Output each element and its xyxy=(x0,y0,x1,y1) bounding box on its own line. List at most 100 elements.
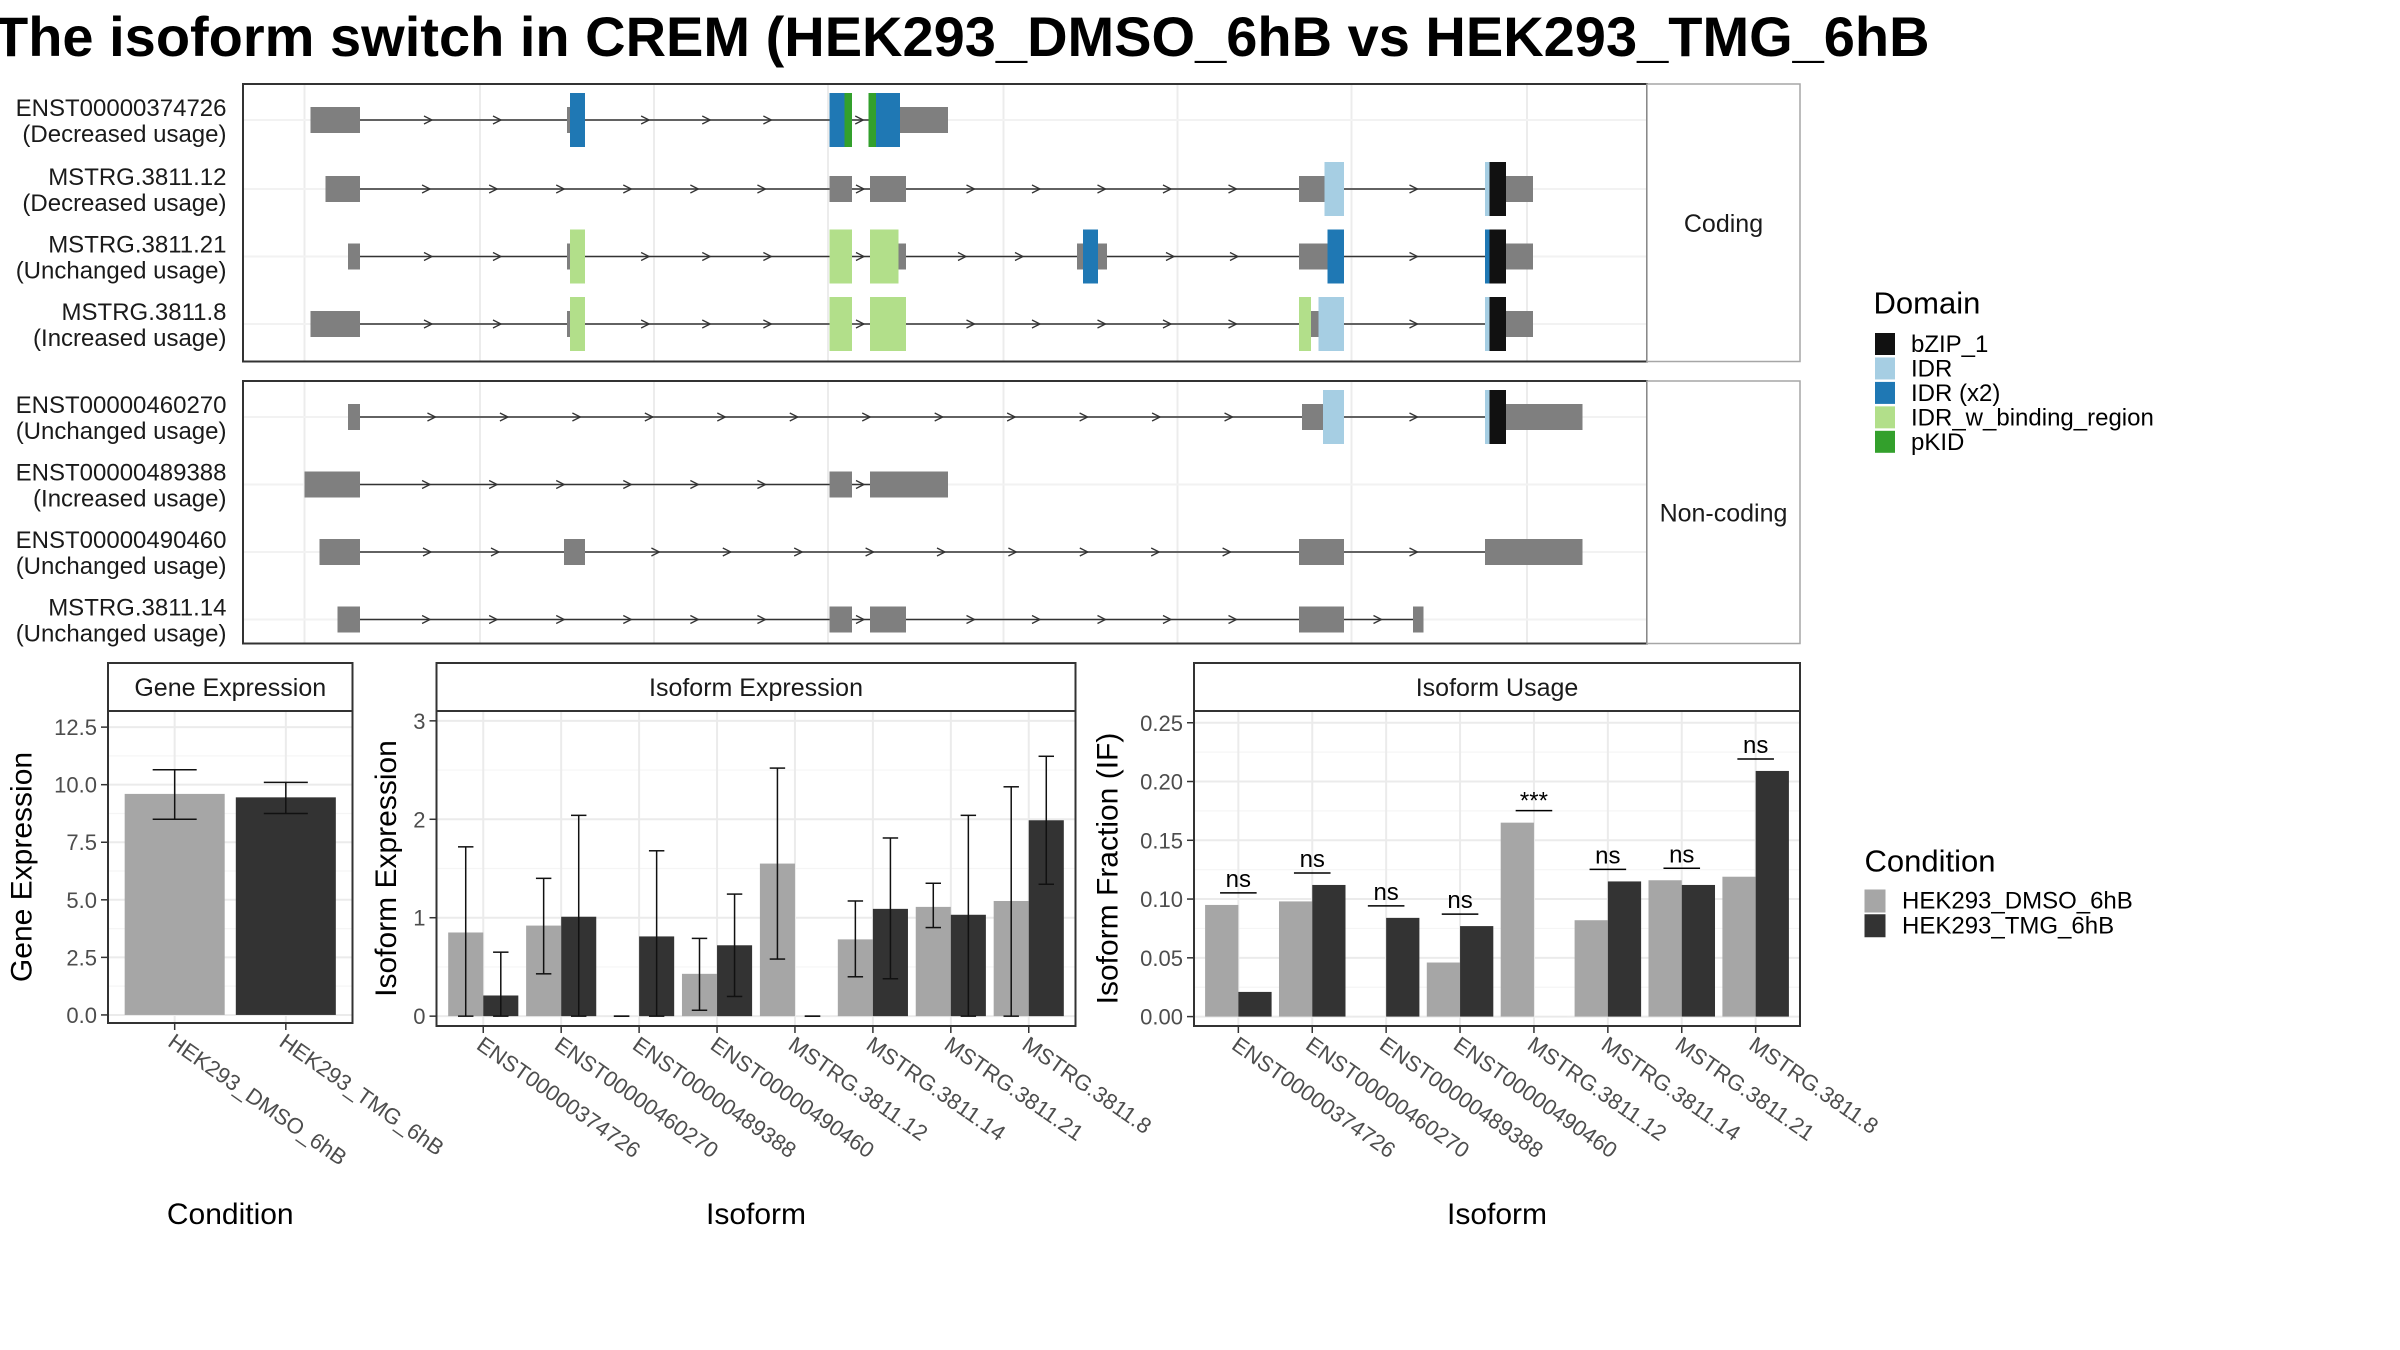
y-tick-label: 0.25 xyxy=(1140,711,1183,736)
domain-idr-w-binding-region xyxy=(870,229,899,284)
domain-idr-w-binding-region xyxy=(829,229,852,284)
exon-block xyxy=(564,539,585,565)
y-tick-label: 1 xyxy=(413,906,425,931)
intron-arrow xyxy=(757,614,767,625)
isoform-track-mstrg-3811-8: MSTRG.3811.8(Increased usage) xyxy=(33,297,1533,352)
y-axis-title: Isoform Expression xyxy=(370,740,403,997)
bar xyxy=(1205,904,1239,1017)
legend-label: IDR xyxy=(1911,355,1952,382)
domain-idr xyxy=(1324,162,1344,216)
intron-arrow xyxy=(651,547,661,557)
isoform-usage-label: (Unchanged usage) xyxy=(16,418,227,445)
intron-arrow xyxy=(490,547,501,557)
intron-arrow xyxy=(701,251,712,262)
y-tick-label: 0.15 xyxy=(1140,828,1183,853)
facet-strip xyxy=(107,662,354,712)
isoform-id-label: MSTRG.3811.21 xyxy=(48,232,226,259)
domain-pkid xyxy=(868,93,876,147)
exon-block xyxy=(310,311,360,337)
facet-label: Non-coding xyxy=(1660,499,1788,527)
isoform-usage-chart: ns ns ns ns *** ns ns ns Isoform Usage 0.00 0.05 0.… xyxy=(1092,662,1883,1231)
intron-arrow xyxy=(966,614,976,625)
intron-arrow xyxy=(934,412,945,422)
isoform-id-label: ENST00000490460 xyxy=(16,527,227,554)
intron-arrow xyxy=(936,547,947,557)
legend-label: IDR_w_binding_region xyxy=(1911,404,2154,431)
x-tick-label: MSTRG.3811.8 xyxy=(1018,1032,1156,1139)
intron-arrow xyxy=(422,547,433,557)
domain-idr-x2 xyxy=(1083,229,1098,284)
domain-pkid xyxy=(844,93,852,147)
facet-strip xyxy=(1646,380,1801,645)
y-tick-label: 3 xyxy=(413,709,425,734)
isoform-usage-label: (Increased usage) xyxy=(33,486,226,513)
exon-block xyxy=(304,471,360,498)
intron-arrow xyxy=(855,479,866,490)
isoform-track-enst00000490460: ENST00000490460(Unchanged usage) xyxy=(16,527,1583,580)
intron-arrow xyxy=(855,319,866,329)
x-axis-title: Isoform xyxy=(1447,1198,1547,1231)
exon-block xyxy=(337,606,360,633)
domain-idr-x2 xyxy=(876,93,900,147)
isoform-track-enst00000374726: ENST00000374726(Decreased usage) xyxy=(16,93,948,148)
intron-arrow xyxy=(421,614,432,625)
intron-arrow xyxy=(1162,184,1173,194)
x-tick-label: HEK293_DMSO_6hB xyxy=(164,1029,352,1171)
legend-key-idr-x2 xyxy=(1875,381,1895,404)
domain-idr-x2 xyxy=(829,93,845,147)
domain-idr-w-binding-region xyxy=(570,297,585,351)
isoform-structure-plot: ENST00000374726(Decreased usage) MSTRG.38… xyxy=(16,83,1801,648)
y-tick-label: 10.0 xyxy=(54,773,97,798)
panel-background xyxy=(243,381,1647,644)
intron-arrow xyxy=(1228,319,1238,329)
legend-key-idr xyxy=(1875,357,1895,380)
intron-arrow xyxy=(763,115,773,125)
bar xyxy=(1238,991,1272,1017)
exon-block xyxy=(870,176,906,202)
y-tick-label: 2 xyxy=(413,807,425,832)
legend-key-hek293-tmg-6hb xyxy=(1864,914,1886,938)
y-tick-label: 7.5 xyxy=(66,830,97,855)
intron-arrow xyxy=(855,251,866,262)
exon-block xyxy=(829,471,852,498)
isoform-usage-label: (Decreased usage) xyxy=(22,121,226,148)
isoform-id-label: MSTRG.3811.14 xyxy=(48,595,226,622)
intron-arrow xyxy=(1006,412,1017,422)
intron-arrow xyxy=(1409,251,1419,262)
y-axis-title: Isoform Fraction (IF) xyxy=(1092,733,1125,1005)
bar xyxy=(1681,884,1716,1017)
intron-arrow xyxy=(690,614,700,625)
intron-arrow xyxy=(865,547,876,557)
intron-arrow xyxy=(763,319,773,329)
bar xyxy=(1426,962,1461,1017)
intron-arrow xyxy=(644,412,655,422)
intron-arrow xyxy=(423,319,434,329)
intron-arrow xyxy=(622,184,633,194)
intron-arrow xyxy=(1097,184,1107,194)
significance-label: ns xyxy=(1373,879,1398,906)
isoform-id-label: MSTRG.3811.8 xyxy=(62,299,227,326)
facet-strip xyxy=(1193,662,1801,712)
intron-arrow xyxy=(690,184,700,194)
chart-title: Isoform Usage xyxy=(1416,674,1579,702)
bar xyxy=(1755,770,1789,1017)
intron-arrow xyxy=(1097,319,1107,329)
intron-arrow xyxy=(488,184,499,194)
intron-arrow xyxy=(622,479,633,490)
bar xyxy=(1574,920,1608,1017)
exon-block xyxy=(1413,606,1424,633)
y-tick-label: 5.0 xyxy=(66,888,97,913)
y-tick-label: 12.5 xyxy=(54,715,97,740)
legend-title: Condition xyxy=(1865,844,1996,879)
intron-arrow xyxy=(421,184,432,194)
bar xyxy=(235,797,336,1015)
legend-label: HEK293_DMSO_6hB xyxy=(1902,888,2133,915)
domain-idr-x2 xyxy=(1485,229,1490,284)
domain-idr-x2 xyxy=(1327,229,1344,284)
intron-arrow xyxy=(1409,412,1419,422)
domain-idr xyxy=(1485,297,1490,351)
intron-arrow xyxy=(492,115,503,125)
figure-title: The isoform switch in CREM (HEK293_DMSO_… xyxy=(0,5,1930,68)
intron-arrow xyxy=(1165,251,1176,262)
legend-label: bZIP_1 xyxy=(1911,331,1988,358)
